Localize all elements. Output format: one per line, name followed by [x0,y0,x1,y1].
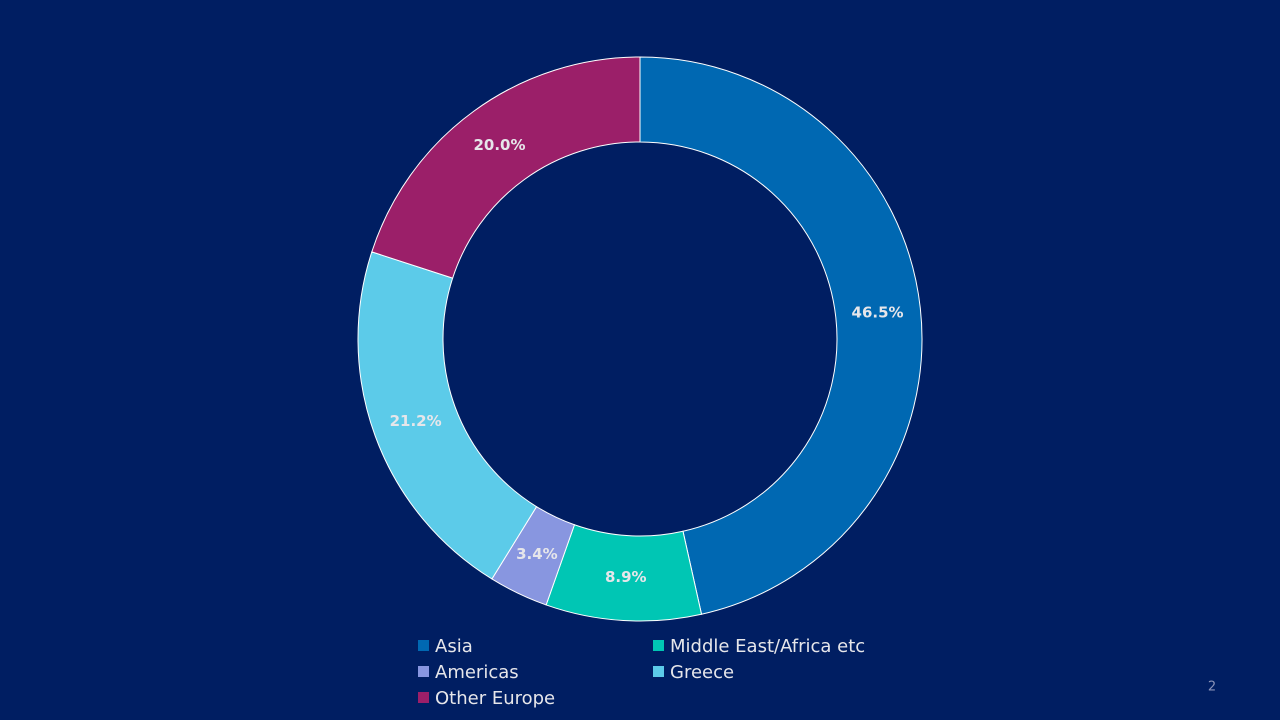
legend-swatch [418,666,429,677]
page-number: 2 [1208,680,1216,695]
legend-swatch [653,640,664,651]
legend-label: Americas [435,662,519,683]
legend-label: Asia [435,636,473,657]
legend-swatch [418,640,429,651]
legend-swatch [653,666,664,677]
donut-segment [371,56,641,279]
data-label: 3.4% [516,545,558,563]
data-label: 20.0% [473,136,525,154]
legend-label: Middle East/Africa etc [670,636,865,657]
donut-segment [639,56,923,615]
data-label: 46.5% [852,303,904,321]
legend-swatch [418,692,429,703]
legend-label: Other Europe [435,688,555,709]
legend-label: Greece [670,662,734,683]
data-label: 8.9% [605,568,647,586]
data-label: 21.2% [390,412,442,430]
